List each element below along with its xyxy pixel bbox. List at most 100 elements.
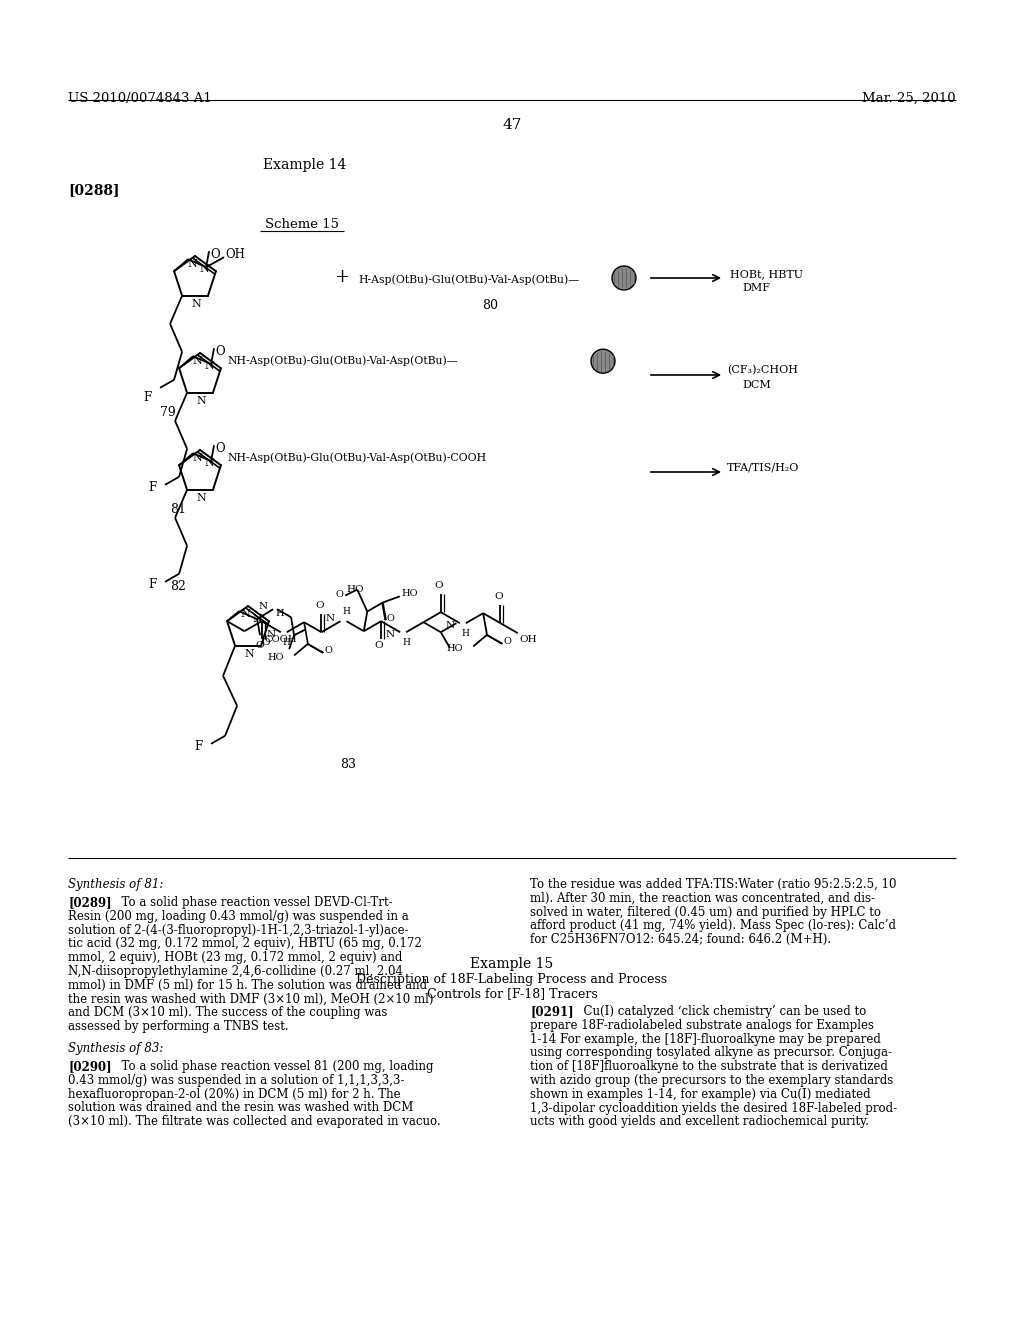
Text: O: O [215,442,224,455]
Text: for C25H36FN7O12: 645.24; found: 646.2 (M+H).: for C25H36FN7O12: 645.24; found: 646.2 (… [530,933,831,946]
Text: F: F [195,741,203,754]
Text: DMF: DMF [742,282,770,293]
Text: N: N [197,492,206,503]
Text: N: N [197,396,206,405]
Text: O: O [215,346,224,358]
Text: F: F [148,578,157,591]
Text: 80: 80 [482,300,498,312]
Text: N: N [244,649,254,659]
Text: solution of 2-(4-(3-fluoropropyl)-1H-1,2,3-triazol-1-yl)ace-: solution of 2-(4-(3-fluoropropyl)-1H-1,2… [68,924,409,937]
Text: NH-Asp(OtBu)-Glu(OtBu)-Val-Asp(OtBu)-COOH: NH-Asp(OtBu)-Glu(OtBu)-Val-Asp(OtBu)-COO… [227,453,486,463]
Text: O: O [434,581,443,590]
Text: O: O [325,647,333,655]
Text: N: N [252,614,262,624]
Text: To a solid phase reaction vessel 81 (200 mg, loading: To a solid phase reaction vessel 81 (200… [114,1060,433,1073]
Text: Description of 18F-Labeling Process and Process: Description of 18F-Labeling Process and … [356,973,668,986]
Text: N: N [326,614,335,623]
Text: To a solid phase reaction vessel DEVD-Cl-Trt-: To a solid phase reaction vessel DEVD-Cl… [114,896,392,909]
Text: N: N [191,298,201,309]
Text: N: N [258,602,267,611]
Text: HO: HO [346,585,365,594]
Text: O: O [495,593,503,601]
Text: HO: HO [401,589,418,598]
Text: Scheme 15: Scheme 15 [265,218,339,231]
Text: (3×10 ml). The filtrate was collected and evaporated in vacuo.: (3×10 ml). The filtrate was collected an… [68,1115,440,1129]
Text: [0291]: [0291] [530,1005,573,1018]
Text: HO: HO [267,653,284,661]
Text: solved in water, filtered (0.45 um) and purified by HPLC to: solved in water, filtered (0.45 um) and … [530,906,881,919]
Text: Example 15: Example 15 [470,957,554,972]
Text: 81: 81 [170,503,186,516]
Text: HOBt, HBTU: HOBt, HBTU [730,269,803,279]
Text: US 2010/0074843 A1: US 2010/0074843 A1 [68,92,212,106]
Text: 79: 79 [160,407,176,418]
Text: O: O [261,638,269,647]
Text: N: N [187,259,197,269]
Text: O: O [315,601,324,610]
Text: DCM: DCM [742,380,771,389]
Text: F: F [148,482,157,494]
Text: 83: 83 [340,758,356,771]
Circle shape [612,267,636,290]
Text: 47: 47 [503,117,521,132]
Text: N,N-diisopropylethylamine 2,4,6-collidine (0.27 ml, 2.04: N,N-diisopropylethylamine 2,4,6-collidin… [68,965,403,978]
Text: O: O [255,642,264,651]
Text: O: O [336,590,343,599]
Text: mmol, 2 equiv), HOBt (23 mg, 0.172 mmol, 2 equiv) and: mmol, 2 equiv), HOBt (23 mg, 0.172 mmol,… [68,952,402,964]
Text: shown in examples 1-14, for example) via Cu(I) mediated: shown in examples 1-14, for example) via… [530,1088,870,1101]
Text: H: H [275,609,284,618]
Text: Mar. 25, 2010: Mar. 25, 2010 [862,92,956,106]
Text: [0289]: [0289] [68,896,112,909]
Text: ucts with good yields and excellent radiochemical purity.: ucts with good yields and excellent radi… [530,1115,869,1129]
Text: and DCM (3×10 ml). The success of the coupling was: and DCM (3×10 ml). The success of the co… [68,1006,387,1019]
Text: 0.43 mmol/g) was suspended in a solution of 1,1,1,3,3,3-: 0.43 mmol/g) was suspended in a solution… [68,1073,404,1086]
Text: N: N [266,630,275,639]
Text: Resin (200 mg, loading 0.43 mmol/g) was suspended in a: Resin (200 mg, loading 0.43 mmol/g) was … [68,909,409,923]
Text: N: N [204,458,214,469]
Text: afford product (41 mg, 74% yield). Mass Spec (lo-res): Calc’d: afford product (41 mg, 74% yield). Mass … [530,920,896,932]
Text: N: N [240,609,250,619]
Text: N: N [193,453,202,463]
Text: N: N [193,356,202,366]
Text: H: H [283,638,291,647]
Text: the resin was washed with DMF (3×10 ml), MeOH (2×10 ml): the resin was washed with DMF (3×10 ml),… [68,993,433,1006]
Text: Controls for [F-18] Tracers: Controls for [F-18] Tracers [427,987,597,1001]
Text: 1,3-dipolar cycloaddition yields the desired 18F-labeled prod-: 1,3-dipolar cycloaddition yields the des… [530,1102,897,1114]
Text: mmol) in DMF (5 ml) for 15 h. The solution was drained and: mmol) in DMF (5 ml) for 15 h. The soluti… [68,979,427,991]
Text: prepare 18F-radiolabeled substrate analogs for Examples: prepare 18F-radiolabeled substrate analo… [530,1019,874,1032]
Text: with azido group (the precursors to the exemplary standards: with azido group (the precursors to the … [530,1074,893,1086]
Text: TFA/TIS/H₂O: TFA/TIS/H₂O [727,462,800,473]
Text: To the residue was added TFA:TIS:Water (ratio 95:2.5:2.5, 10: To the residue was added TFA:TIS:Water (… [530,878,896,891]
Text: O: O [375,642,383,651]
Text: [0288]: [0288] [68,183,120,197]
Text: N: N [204,362,214,371]
Text: F: F [143,391,153,404]
Text: ml). After 30 min, the reaction was concentrated, and dis-: ml). After 30 min, the reaction was conc… [530,892,874,904]
Text: assessed by performing a TNBS test.: assessed by performing a TNBS test. [68,1020,289,1034]
Text: 82: 82 [170,579,186,593]
Text: Synthesis of 83:: Synthesis of 83: [68,1041,164,1055]
Text: H: H [342,607,350,615]
Text: OH: OH [225,248,245,261]
Text: +: + [335,268,349,286]
Text: HO: HO [446,644,463,653]
Circle shape [591,350,615,374]
Text: H-Asp(OtBu)-Glu(OtBu)-Val-Asp(OtBu)—: H-Asp(OtBu)-Glu(OtBu)-Val-Asp(OtBu)— [358,275,580,285]
Text: Synthesis of 81:: Synthesis of 81: [68,878,164,891]
Text: H: H [462,628,470,638]
Text: hexafluoropropan-2-ol (20%) in DCM (5 ml) for 2 h. The: hexafluoropropan-2-ol (20%) in DCM (5 ml… [68,1088,400,1101]
Text: Example 14: Example 14 [263,158,347,172]
Text: 1-14 For example, the [18F]-fluoroalkyne may be prepared: 1-14 For example, the [18F]-fluoroalkyne… [530,1032,881,1045]
Text: O: O [387,614,395,623]
Text: N: N [200,264,209,275]
Text: N: N [386,630,394,639]
Text: tion of [18F]fluoroalkyne to the substrate that is derivatized: tion of [18F]fluoroalkyne to the substra… [530,1060,888,1073]
Text: H: H [402,638,410,647]
Text: (CF₃)₂CHOH: (CF₃)₂CHOH [727,366,798,375]
Text: using corresponding tosylated alkyne as precursor. Conjuga-: using corresponding tosylated alkyne as … [530,1047,892,1060]
Text: O: O [504,638,511,647]
Text: COOH: COOH [265,635,297,644]
Text: O: O [210,248,220,261]
Text: solution was drained and the resin was washed with DCM: solution was drained and the resin was w… [68,1101,414,1114]
Text: Cu(I) catalyzed ‘click chemistry’ can be used to: Cu(I) catalyzed ‘click chemistry’ can be… [575,1005,866,1018]
